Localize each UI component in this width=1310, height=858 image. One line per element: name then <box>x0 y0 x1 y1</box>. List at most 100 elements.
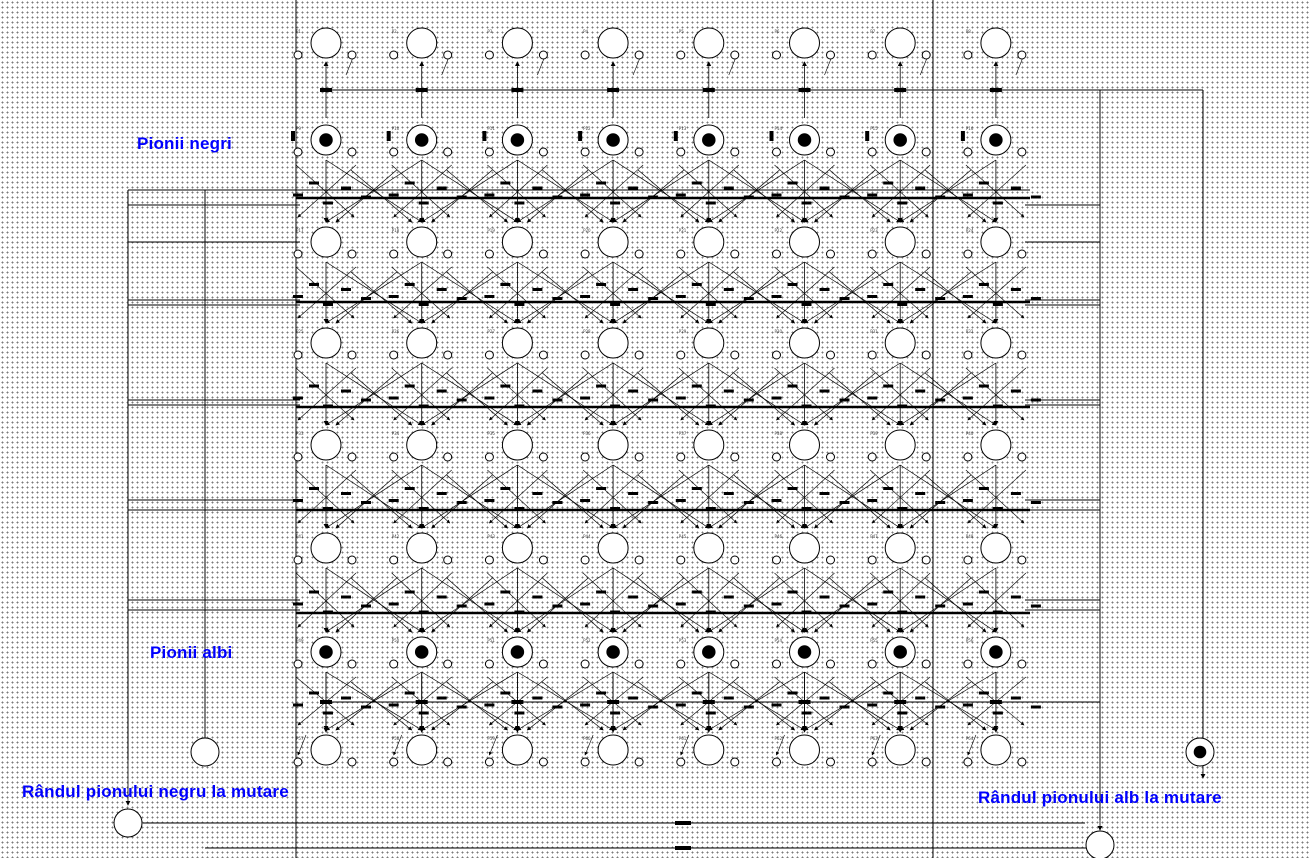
transition <box>323 303 333 306</box>
transition <box>819 389 830 393</box>
place-caption: P12 <box>583 126 591 131</box>
arc <box>708 362 805 426</box>
transition <box>511 700 524 704</box>
board-square-place <box>789 532 820 564</box>
transition <box>436 288 447 291</box>
transition <box>610 507 621 510</box>
transition <box>580 396 591 400</box>
transition <box>418 303 429 306</box>
arc <box>829 681 891 731</box>
transition <box>596 283 607 286</box>
transition <box>787 384 798 388</box>
arc <box>393 266 452 319</box>
aux-place <box>676 452 686 462</box>
transition <box>743 604 754 608</box>
arc <box>924 681 987 731</box>
bottom-place <box>597 734 629 766</box>
place-caption: P38 <box>775 431 783 436</box>
transition <box>552 501 563 504</box>
arc <box>869 469 929 524</box>
token <box>797 645 812 659</box>
place-caption: P15 <box>870 126 878 131</box>
arc <box>421 159 518 223</box>
transition <box>915 696 926 700</box>
arc <box>637 577 700 633</box>
transition <box>388 703 399 707</box>
transition <box>897 201 908 205</box>
transition <box>935 398 946 402</box>
aux-place <box>963 50 973 60</box>
transition <box>341 595 351 599</box>
board-square-place <box>980 226 1012 258</box>
transition <box>500 487 511 490</box>
transition <box>675 602 686 606</box>
transition <box>514 610 525 614</box>
transition <box>456 398 467 402</box>
aux-place <box>963 350 973 360</box>
transition <box>675 193 686 197</box>
transition <box>787 590 798 594</box>
white-reserve-place <box>1085 830 1115 858</box>
arc <box>325 261 422 324</box>
transition <box>456 297 467 300</box>
aux-place <box>826 50 835 60</box>
transition <box>361 705 371 709</box>
transition <box>648 398 659 402</box>
aux-place <box>580 249 590 259</box>
place-caption: P26 <box>392 329 400 334</box>
transition <box>404 384 415 388</box>
arc <box>678 572 738 628</box>
transition <box>723 492 734 495</box>
transition <box>989 88 1002 92</box>
transition <box>552 604 563 608</box>
transition <box>456 604 467 608</box>
aux-place <box>443 50 453 60</box>
transition <box>935 297 946 300</box>
arc <box>391 572 451 628</box>
board-square-place <box>310 532 342 564</box>
aux-place <box>484 50 494 60</box>
aux-place <box>443 147 453 157</box>
arc <box>542 271 604 324</box>
bottom-place <box>884 734 916 766</box>
transition <box>1030 604 1041 608</box>
transition <box>456 705 467 709</box>
arc <box>899 464 997 529</box>
aux-place <box>772 249 781 259</box>
aux-place <box>963 757 973 767</box>
arc <box>297 266 357 319</box>
token <box>606 133 620 147</box>
transition <box>291 131 295 141</box>
arc <box>297 164 357 218</box>
place-caption: P17 <box>296 228 304 233</box>
place-caption: P44 <box>583 534 591 539</box>
arc <box>391 367 451 421</box>
transition <box>705 201 716 205</box>
transition <box>341 696 351 700</box>
arc <box>325 159 422 223</box>
transition <box>691 590 702 594</box>
transition <box>607 88 620 92</box>
aux-place <box>826 147 835 157</box>
transition <box>309 590 319 594</box>
aux-place <box>293 555 303 565</box>
transition <box>361 398 371 402</box>
arc <box>612 567 709 633</box>
transition <box>787 181 798 185</box>
aux-place <box>389 757 399 767</box>
aux-place <box>347 147 357 157</box>
board-square-place <box>310 327 342 359</box>
place-caption: P35 <box>487 431 495 436</box>
arc <box>967 367 1027 421</box>
transition <box>532 696 543 700</box>
transition <box>771 193 782 197</box>
transition <box>675 499 686 502</box>
transition <box>436 389 447 393</box>
arc <box>584 164 644 218</box>
transition <box>675 703 686 707</box>
aux-place <box>1017 147 1027 157</box>
transition <box>596 181 607 185</box>
transition <box>705 303 716 306</box>
arc <box>967 266 1027 319</box>
